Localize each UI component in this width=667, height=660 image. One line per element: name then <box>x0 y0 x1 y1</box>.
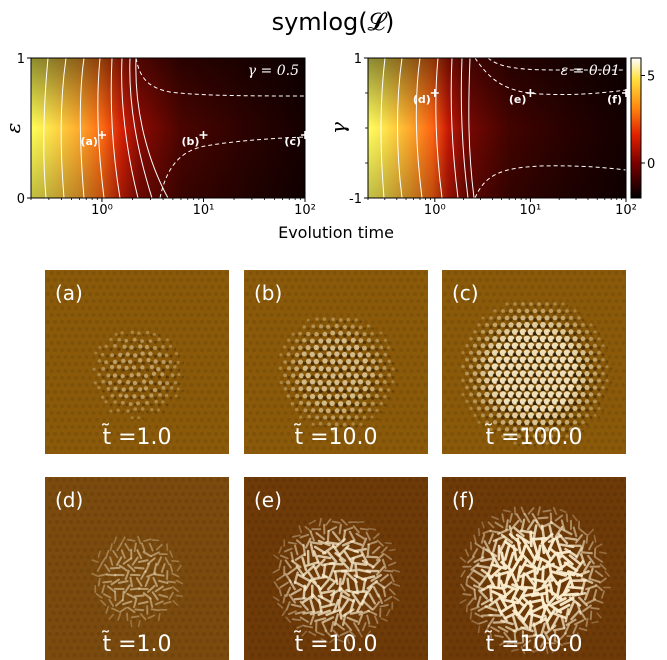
y-tick-label-left-0: 0 <box>17 192 25 207</box>
x-tick-label-left-0: 10⁰ <box>91 203 113 218</box>
x-tick-label-right-0: 10⁰ <box>424 203 446 218</box>
x-tick-label-right-2: 10² <box>615 203 637 218</box>
y-tick-label-left-1: 1 <box>17 52 25 67</box>
heatmap-left-shading <box>31 58 305 198</box>
y-tick-label-right-1: 1 <box>354 52 362 67</box>
heatmap-right-ylabel: γ <box>326 122 350 134</box>
snapshot-time: t̃ =10.0 <box>293 424 378 450</box>
heatmap-left-markers: (a) (b) (c) <box>80 131 309 148</box>
snapshot-pattern <box>46 271 229 450</box>
marker-cross-left-1 <box>199 131 208 139</box>
colorbar-tick-label-0: 5 <box>647 70 655 85</box>
marker-label-left-2: (c) <box>284 135 301 148</box>
heatmap-left: γ = 0.5 (a) (b) (c) 10⁰ 10¹ 10² 0 1 ε <box>1 52 316 218</box>
snapshot-pattern <box>445 478 626 657</box>
colorbar-ticks: 50 <box>641 70 655 172</box>
heatmap-right-param-label: ε = 0.01 <box>561 63 620 79</box>
snapshot-panel-1: (b) t̃ =10.0 <box>244 270 428 454</box>
snapshot-pattern <box>443 271 626 450</box>
snapshot-panel-4: (e) t̃ =10.0 <box>244 477 428 660</box>
heatmap-right-axes: 10⁰ 10¹ 10² -1 1 <box>349 52 637 218</box>
heatmap-left-frame <box>30 57 306 199</box>
snapshot-panel-2: (c) t̃ =100.0 <box>442 270 626 454</box>
marker-label-right-1: (e) <box>509 93 527 106</box>
heatmap-left-ylabel: ε <box>1 123 25 134</box>
heatmap-left-axes: 10⁰ 10¹ 10² 0 1 <box>17 52 316 218</box>
heatmap-left-param-label: γ = 0.5 <box>248 63 299 79</box>
figure-title: symlog(𝓛) <box>272 8 395 36</box>
heatmap-right-shading <box>368 58 626 198</box>
snapshot-background <box>45 270 229 454</box>
snapshot-label: (b) <box>254 281 282 305</box>
marker-cross-left-2 <box>301 131 309 139</box>
snapshot-label: (c) <box>452 281 479 305</box>
x-tick-label-left-2: 10² <box>294 203 316 218</box>
marker-cross-right-2 <box>622 89 630 97</box>
snapshot-time: t̃ =100.0 <box>484 424 583 450</box>
snapshot-label: (d) <box>55 488 83 512</box>
snapshot-panel-0: (a) t̃ =1.0 <box>45 270 229 454</box>
y-tick-label-right-0: -1 <box>349 192 362 207</box>
snapshot-label: (a) <box>55 281 83 305</box>
snapshot-pattern <box>245 271 428 450</box>
snapshot-background <box>244 477 428 660</box>
snapshot-time: t̃ =1.0 <box>101 631 172 657</box>
marker-cross-left-0 <box>97 131 106 139</box>
snapshot-background <box>45 477 229 660</box>
colorbar-tick-label-1: 0 <box>647 157 655 172</box>
marker-cross-right-1 <box>526 89 535 97</box>
heatmap-right-markers: (d) (e) (f) <box>413 89 630 106</box>
snapshot-pattern <box>48 478 229 657</box>
snapshot-label: (e) <box>254 488 282 512</box>
snapshot-panel-3: (d) t̃ =1.0 <box>45 477 229 660</box>
colorbar <box>630 57 642 199</box>
snapshot-label: (f) <box>452 488 475 512</box>
snapshot-time: t̃ =10.0 <box>293 631 378 657</box>
snapshot-pattern <box>247 478 428 657</box>
snapshot-panel-5: (f) t̃ =100.0 <box>442 477 626 660</box>
marker-cross-right-0 <box>430 89 439 97</box>
snapshot-time: t̃ =1.0 <box>101 424 172 450</box>
marker-label-left-1: (b) <box>182 135 200 148</box>
shared-xlabel: Evolution time <box>278 223 394 242</box>
heatmap-right: ε = 0.01 (d) (e) (f) 10⁰ 10¹ 10²-11 γ 50 <box>326 52 655 218</box>
x-tick-label-right-1: 10¹ <box>520 203 542 218</box>
heatmap-right-contours <box>380 58 626 198</box>
marker-label-right-0: (d) <box>413 93 431 106</box>
snapshot-time: t̃ =100.0 <box>484 631 583 657</box>
marker-label-right-2: (f) <box>607 93 622 106</box>
marker-label-left-0: (a) <box>80 135 97 148</box>
heatmap-left-contours <box>43 58 305 198</box>
x-tick-label-left-1: 10¹ <box>193 203 215 218</box>
snapshot-grid: (a) t̃ =1.0 (b) t̃ =10.0 (c) t̃ =100.0 (d) t̃ =… <box>45 270 626 660</box>
